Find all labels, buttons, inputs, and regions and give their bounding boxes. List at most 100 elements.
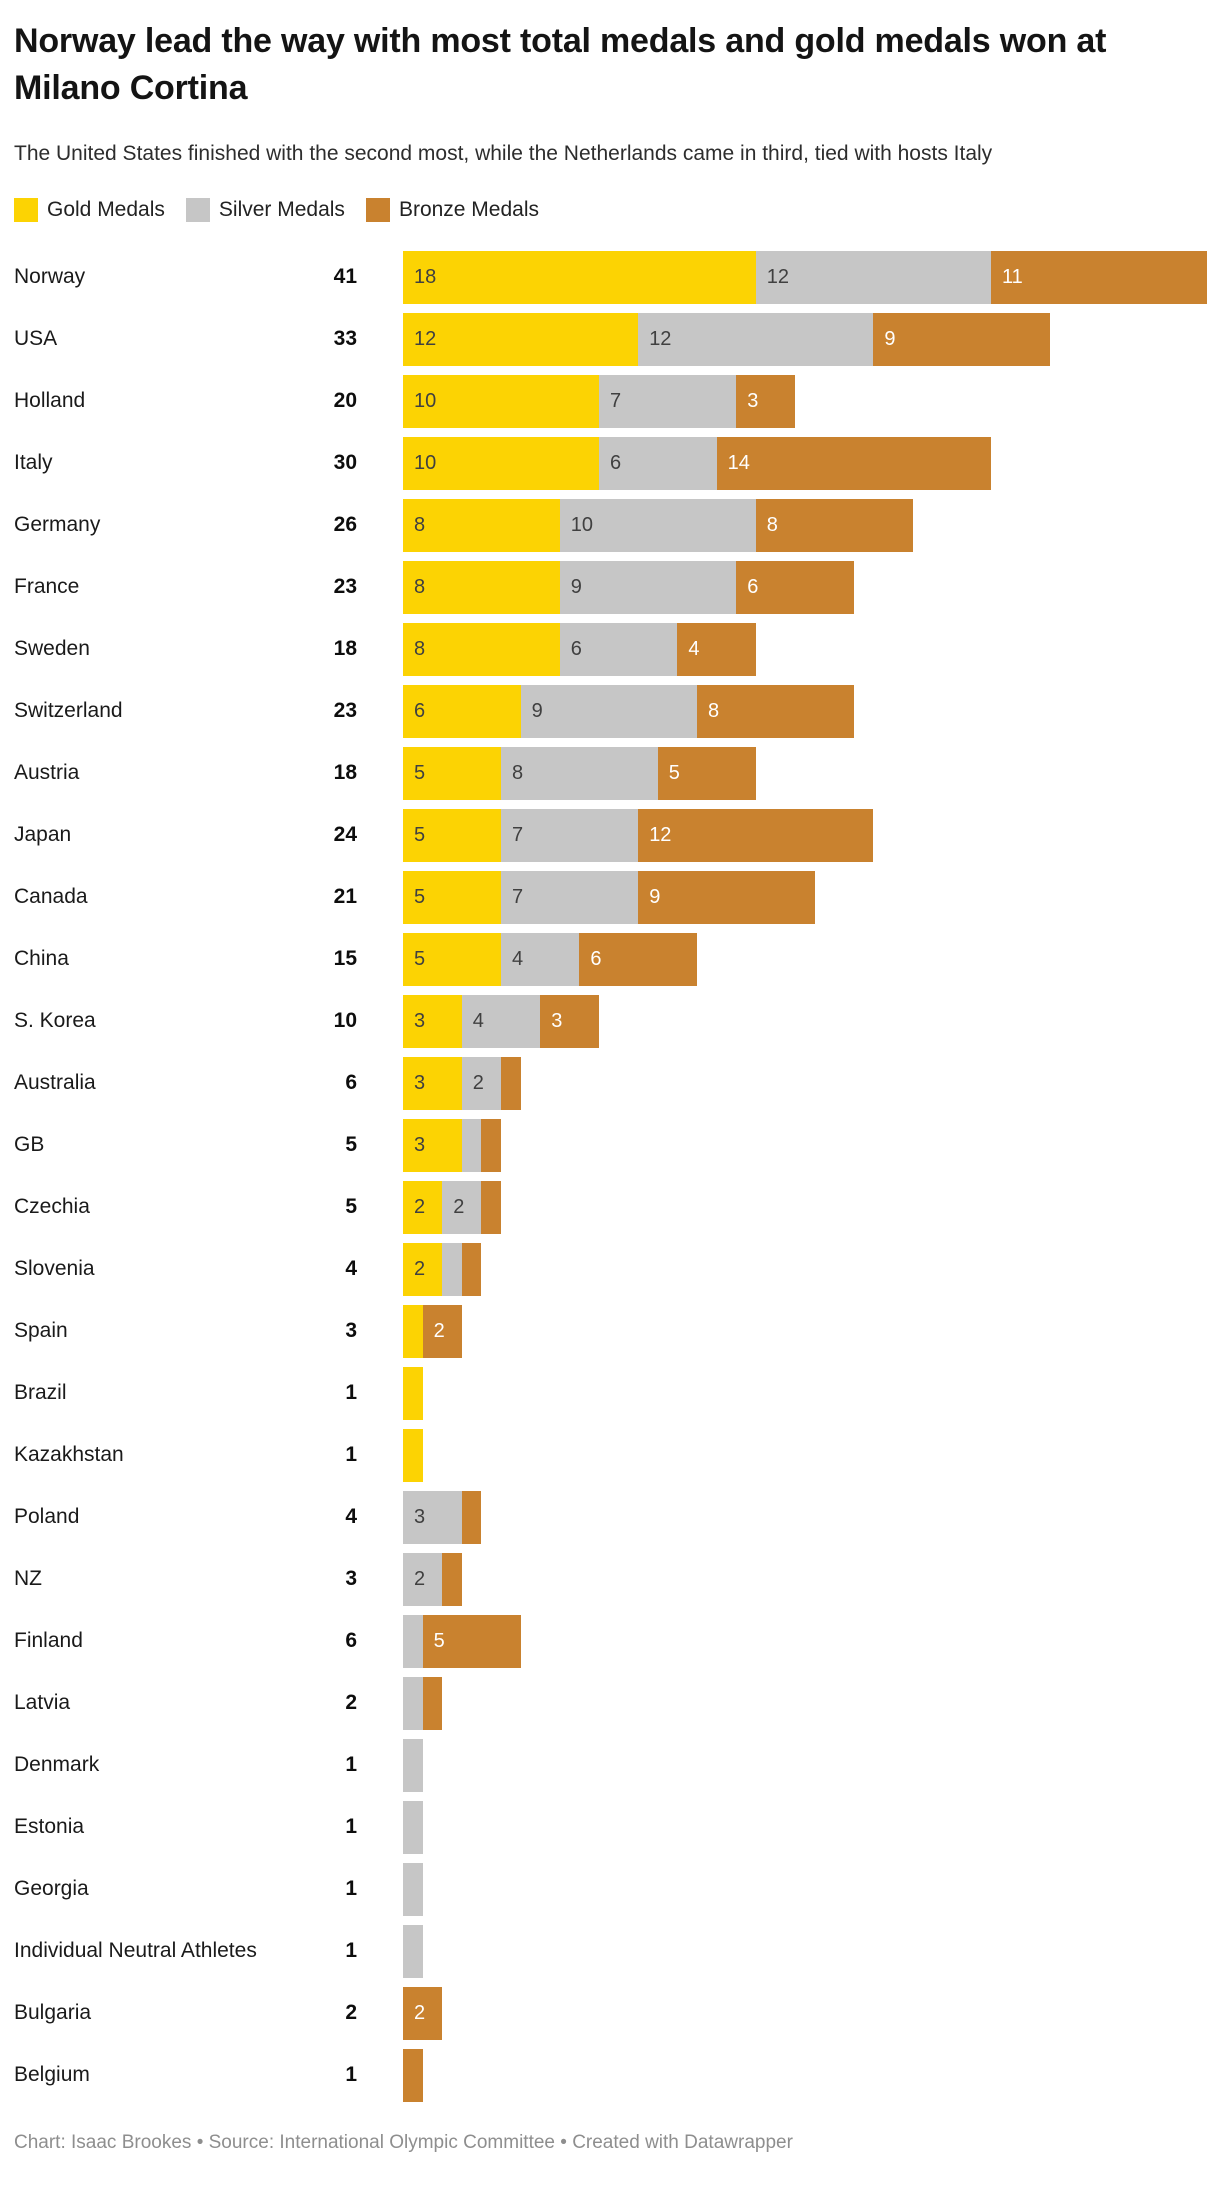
chart-row: Brazil 1 [14,1362,1205,1424]
total-value: 1 [345,1381,357,1404]
country-label: Finland [14,1629,83,1652]
silver-segment: 8 [501,746,658,800]
bar: 5 7 9 [403,870,1205,924]
silver-segment: 3 [403,1490,462,1544]
bar: 3 4 3 [403,994,1205,1048]
bronze-value-label: 4 [688,638,700,660]
total-value: 10 [333,1009,357,1032]
bronze-segment [481,1180,501,1234]
country-label: Italy [14,451,53,474]
total-value: 1 [345,1939,357,1962]
bronze-segment: 2 [403,1986,443,2040]
gold-value-label: 5 [414,762,426,784]
gold-value-label: 8 [414,576,426,598]
country-label: Denmark [14,1753,100,1776]
bronze-segment [422,1676,443,1730]
country-label: NZ [14,1567,42,1590]
chart-row: Finland 6 5 [14,1610,1205,1672]
bronze-segment: 2 [422,1304,462,1358]
country-label: Holland [14,389,86,412]
legend-item-gold: Gold Medals [14,198,165,222]
chart-card: Norway lead the way with most total meda… [14,22,1207,2153]
bronze-segment: 9 [638,870,815,924]
bar [403,1366,1205,1420]
bar: 5 4 6 [403,932,1205,986]
silver-segment: 7 [501,808,639,862]
bar [403,1428,1205,1482]
total-value: 6 [345,1071,357,1094]
silver-segment: 2 [461,1056,501,1110]
bronze-value-label: 6 [747,576,759,598]
bronze-segment [403,2048,423,2102]
gold-value-label: 6 [414,700,426,722]
country-label: USA [14,327,58,350]
gold-segment [403,1304,423,1358]
bronze-value-label: 2 [433,1320,445,1342]
bronze-segment: 3 [540,994,599,1048]
silver-segment: 10 [559,498,756,552]
bar: 3 [403,1118,1205,1172]
country-label: Bulgaria [14,2001,92,2024]
bar: 10 7 3 [403,374,1205,428]
silver-segment [442,1242,462,1296]
bronze-value-label: 2 [414,2002,426,2024]
bar: 3 [403,1490,1205,1544]
chart-row: Canada 21 5 7 9 [14,866,1205,928]
silver-segment [403,1800,423,1854]
country-label: Switzerland [14,699,123,722]
silver-segment: 4 [461,994,541,1048]
silver-value-label: 2 [414,1568,426,1590]
gold-swatch-icon [14,198,38,222]
gold-value-label: 3 [414,1072,426,1094]
silver-value-label: 2 [453,1196,465,1218]
chart-row: Spain 3 2 [14,1300,1205,1362]
country-label: Brazil [14,1381,67,1404]
chart-row: Kazakhstan 1 [14,1424,1205,1486]
chart-row: Bulgaria 2 2 [14,1982,1205,2044]
country-label: Austria [14,761,80,784]
chart-row: Sweden 18 8 6 4 [14,618,1205,680]
total-value: 30 [333,451,357,474]
gold-segment: 10 [403,436,599,490]
legend-label-silver: Silver Medals [218,198,345,221]
gold-segment: 8 [403,560,560,614]
country-label: Norway [14,265,86,288]
bar: 8 10 8 [403,498,1205,552]
silver-segment: 6 [559,622,678,676]
bronze-value-label: 12 [649,824,672,846]
total-value: 18 [333,761,357,784]
total-value: 20 [333,389,357,412]
chart-row: Italy 30 10 6 14 [14,432,1205,494]
chart-row: Georgia 1 [14,1858,1205,1920]
bronze-segment: 3 [736,374,795,428]
total-value: 1 [345,1753,357,1776]
bronze-segment: 11 [990,250,1207,304]
bar [403,1862,1205,1916]
silver-segment: 9 [559,560,737,614]
bronze-segment [461,1242,482,1296]
silver-segment [461,1118,482,1172]
country-label: Spain [14,1319,68,1342]
bronze-segment [500,1056,521,1110]
gold-segment: 2 [403,1180,443,1234]
gold-segment: 5 [403,870,501,924]
gold-segment: 18 [403,250,756,304]
bronze-segment: 4 [677,622,756,676]
bar: 10 6 14 [403,436,1205,490]
bar: 12 12 9 [403,312,1205,366]
bar: 5 7 12 [403,808,1205,862]
bronze-segment: 8 [755,498,913,552]
bronze-value-label: 9 [884,328,896,350]
gold-segment [403,1428,423,1482]
gold-segment: 8 [403,498,560,552]
country-label: Japan [14,823,72,846]
total-value: 3 [345,1319,357,1342]
bronze-segment: 9 [873,312,1050,366]
bronze-swatch-icon [365,198,390,222]
country-label: Sweden [14,637,90,660]
bar [403,1924,1205,1978]
chart-row: Latvia 2 [14,1672,1205,1734]
silver-segment: 2 [442,1180,482,1234]
